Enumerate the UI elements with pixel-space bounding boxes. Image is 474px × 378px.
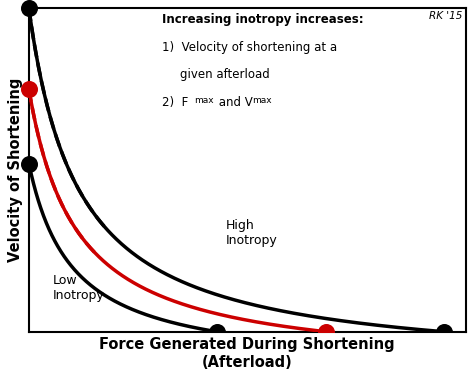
Y-axis label: Velocity of Shortening: Velocity of Shortening <box>9 78 23 262</box>
Text: High
Inotropy: High Inotropy <box>226 218 277 246</box>
Point <box>25 86 33 92</box>
Point <box>25 5 33 11</box>
X-axis label: Force Generated During Shortening
(Afterload): Force Generated During Shortening (After… <box>100 337 395 370</box>
Text: given afterload: given afterload <box>180 68 269 81</box>
Text: Low
Inotropy: Low Inotropy <box>53 274 105 302</box>
Text: max: max <box>194 96 214 105</box>
Text: RK '15: RK '15 <box>429 11 462 21</box>
Text: max: max <box>253 96 272 105</box>
Point <box>440 329 447 335</box>
Text: Increasing inotropy increases:: Increasing inotropy increases: <box>162 13 364 26</box>
Point <box>25 161 33 167</box>
Text: 2)  F: 2) F <box>162 96 188 108</box>
Point <box>322 329 330 335</box>
Text: 1)  Velocity of shortening at a: 1) Velocity of shortening at a <box>162 41 337 54</box>
Text: and V: and V <box>215 96 252 108</box>
Point <box>213 329 220 335</box>
